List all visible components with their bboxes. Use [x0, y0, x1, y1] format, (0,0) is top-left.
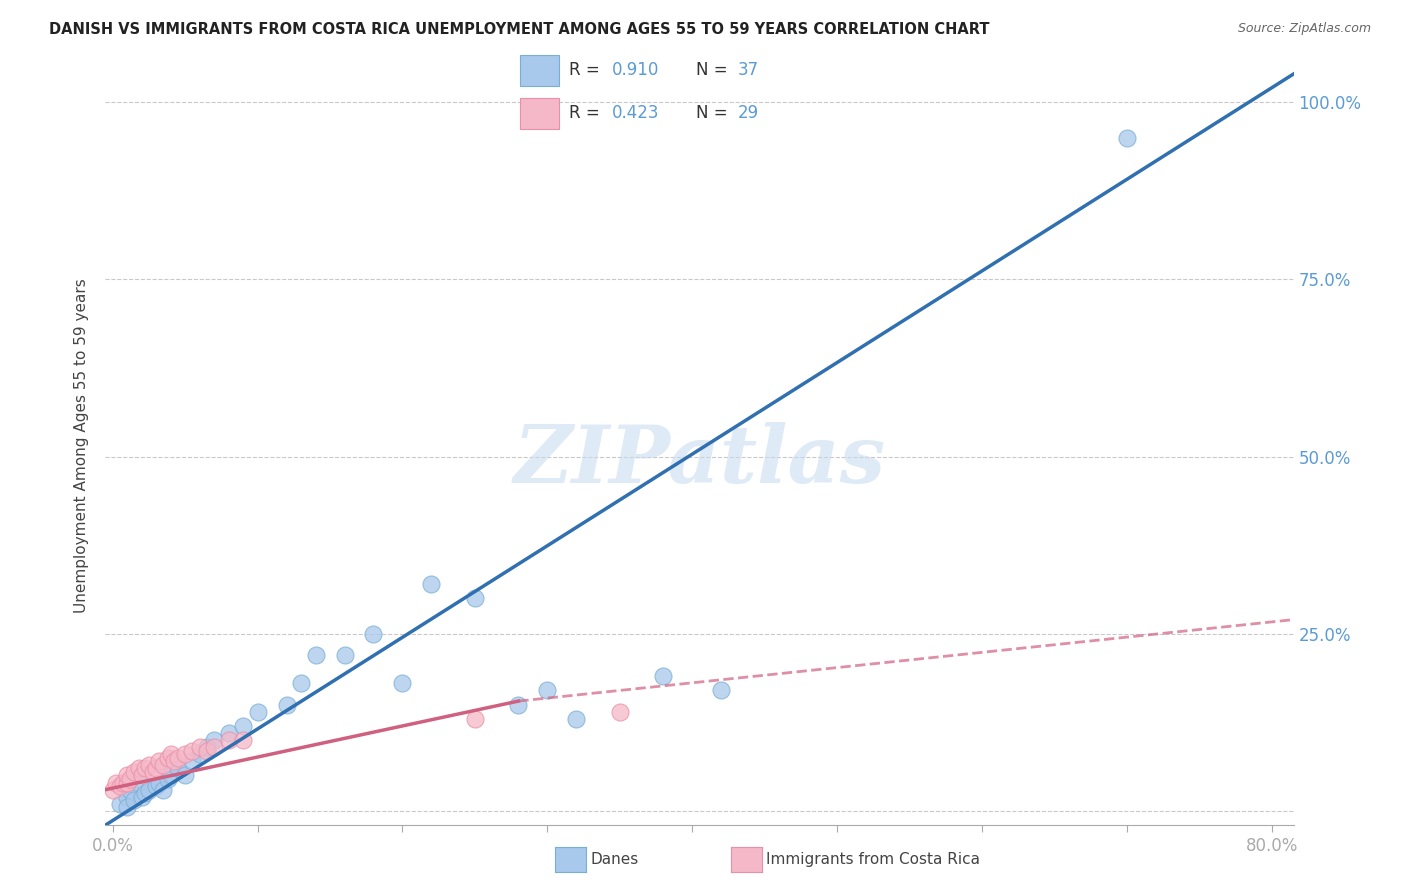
Point [464, 712, 486, 726]
Point [710, 683, 733, 698]
Point [246, 705, 269, 719]
Point [609, 705, 631, 719]
Text: DANISH VS IMMIGRANTS FROM COSTA RICA UNEMPLOYMENT AMONG AGES 55 TO 59 YEARS CORR: DANISH VS IMMIGRANTS FROM COSTA RICA UNE… [49, 22, 990, 37]
Text: 0.423: 0.423 [612, 104, 659, 122]
Point [174, 747, 197, 762]
Point [115, 775, 138, 789]
Point [188, 747, 211, 762]
Point [156, 751, 179, 765]
Point [134, 786, 156, 800]
Point [128, 761, 150, 775]
Point [391, 676, 413, 690]
Point [128, 775, 150, 789]
Point [652, 669, 675, 683]
Point [138, 757, 160, 772]
Point [159, 747, 181, 762]
Point [152, 782, 174, 797]
Point [152, 757, 174, 772]
Text: ZIPatlas: ZIPatlas [513, 423, 886, 500]
Point [156, 772, 179, 786]
Text: Immigrants from Costa Rica: Immigrants from Costa Rica [766, 853, 980, 867]
Y-axis label: Unemployment Among Ages 55 to 59 years: Unemployment Among Ages 55 to 59 years [73, 278, 89, 614]
Point [131, 768, 153, 782]
Point [333, 648, 356, 662]
Text: N =: N = [696, 61, 733, 78]
Point [195, 740, 218, 755]
Point [202, 733, 225, 747]
Text: R =: R = [569, 104, 606, 122]
Point [111, 775, 134, 789]
Bar [520, 55, 558, 86]
Text: 0.910: 0.910 [612, 61, 659, 78]
Text: Danes: Danes [591, 853, 638, 867]
Point [420, 577, 443, 591]
Point [1115, 130, 1137, 145]
Point [167, 751, 190, 765]
Point [508, 698, 530, 712]
Text: 37: 37 [738, 61, 759, 78]
Point [124, 793, 146, 807]
Point [363, 627, 385, 641]
Point [464, 591, 486, 606]
Point [145, 761, 167, 775]
Point [195, 744, 218, 758]
Point [181, 744, 204, 758]
Text: R =: R = [569, 61, 606, 78]
Point [108, 779, 131, 793]
Point [181, 755, 204, 769]
Bar [520, 98, 558, 129]
Point [148, 755, 170, 769]
Point [104, 775, 127, 789]
Text: N =: N = [696, 104, 733, 122]
Point [188, 740, 211, 755]
Point [232, 719, 254, 733]
Point [120, 782, 142, 797]
Point [276, 698, 298, 712]
Point [115, 789, 138, 804]
Point [218, 726, 240, 740]
Point [115, 768, 138, 782]
Point [159, 768, 181, 782]
Point [232, 733, 254, 747]
Point [124, 764, 146, 779]
Point [101, 782, 124, 797]
Point [218, 733, 240, 747]
Point [145, 779, 167, 793]
Point [565, 712, 588, 726]
Point [115, 800, 138, 814]
Point [131, 789, 153, 804]
Point [304, 648, 326, 662]
Point [148, 775, 170, 789]
Point [138, 782, 160, 797]
Point [120, 772, 142, 786]
Point [162, 755, 184, 769]
Text: 29: 29 [738, 104, 759, 122]
Point [290, 676, 312, 690]
Point [536, 683, 558, 698]
Point [108, 797, 131, 811]
Point [134, 761, 156, 775]
Point [202, 740, 225, 755]
Point [167, 761, 190, 775]
Text: Source: ZipAtlas.com: Source: ZipAtlas.com [1237, 22, 1371, 36]
Point [174, 768, 197, 782]
Point [142, 764, 165, 779]
